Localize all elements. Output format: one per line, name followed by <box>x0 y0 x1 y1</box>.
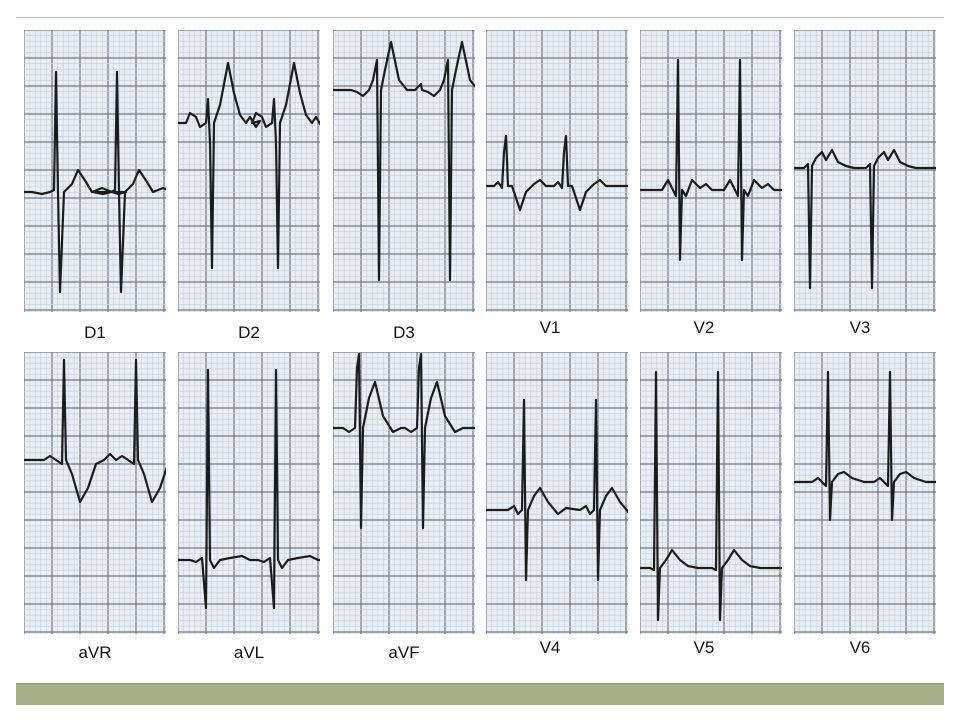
lead-label-v3: V3 <box>849 318 871 337</box>
ecg-svg-d1 <box>24 30 166 312</box>
ecg-paper <box>24 352 166 634</box>
ecg-paper <box>178 30 320 312</box>
ecg-svg-v5 <box>640 352 782 634</box>
ecg-paper <box>794 352 936 634</box>
ecg-trace-v5 <box>640 370 782 622</box>
ecg-strip-d3 <box>333 30 475 312</box>
ecg-trace-d1 <box>24 70 166 294</box>
top-divider <box>16 17 944 18</box>
lead-label-v6: V6 <box>849 638 871 657</box>
ecg-strip-v5 <box>640 352 782 634</box>
ecg-trace-avl <box>178 368 320 610</box>
ecg-trace-d2 <box>178 61 320 270</box>
ecg-paper <box>333 352 475 634</box>
ecg-strip-avf <box>333 352 475 634</box>
ecg-strip-v4 <box>486 352 628 634</box>
lead-label-avl: aVL <box>233 643 265 662</box>
lead-label-avf: aVF <box>388 643 420 662</box>
ecg-trace-v6 <box>794 370 936 522</box>
ecg-svg-avr <box>24 352 166 634</box>
ecg-paper <box>24 30 166 312</box>
lead-label-v2: V2 <box>693 318 715 337</box>
footer-bar <box>16 683 944 705</box>
ecg-strip-d1 <box>24 30 166 312</box>
ecg-svg-v2 <box>640 30 782 312</box>
ecg-strip-v2 <box>640 30 782 312</box>
ecg-trace-v4 <box>486 398 628 582</box>
ecg-svg-d2 <box>178 30 320 312</box>
ecg-strip-avr <box>24 352 166 634</box>
ecg-paper <box>178 352 320 634</box>
ecg-trace-v1 <box>486 134 628 212</box>
lead-label-d2: D2 <box>238 323 260 342</box>
ecg-strip-avl <box>178 352 320 634</box>
ecg-paper <box>794 30 936 312</box>
ecg-strip-d2 <box>178 30 320 312</box>
lead-label-v4: V4 <box>539 638 561 657</box>
ecg-paper <box>640 30 782 312</box>
ecg-svg-v1 <box>486 30 628 312</box>
ecg-paper <box>640 352 782 634</box>
lead-label-d3: D3 <box>393 323 415 342</box>
ecg-strip-v6 <box>794 352 936 634</box>
ecg-trace-avr <box>24 358 166 504</box>
ecg-svg-avf <box>333 352 475 634</box>
ecg-trace-avf <box>333 352 475 530</box>
ecg-svg-avl <box>178 352 320 634</box>
ecg-paper <box>333 30 475 312</box>
ecg-strip-v1 <box>486 30 628 312</box>
ecg-svg-v6 <box>794 352 936 634</box>
ecg-trace-v3 <box>794 148 936 290</box>
ecg-svg-v4 <box>486 352 628 634</box>
ecg-svg-v3 <box>794 30 936 312</box>
ecg-paper <box>486 352 628 634</box>
ecg-strip-v3 <box>794 30 936 312</box>
lead-label-v5: V5 <box>693 638 715 657</box>
ecg-trace-d3 <box>333 40 475 282</box>
lead-label-avr: aVR <box>78 643 112 662</box>
lead-label-v1: V1 <box>539 318 561 337</box>
ecg-svg-d3 <box>333 30 475 312</box>
lead-label-d1: D1 <box>84 323 106 342</box>
ecg-trace-v2 <box>640 58 782 262</box>
